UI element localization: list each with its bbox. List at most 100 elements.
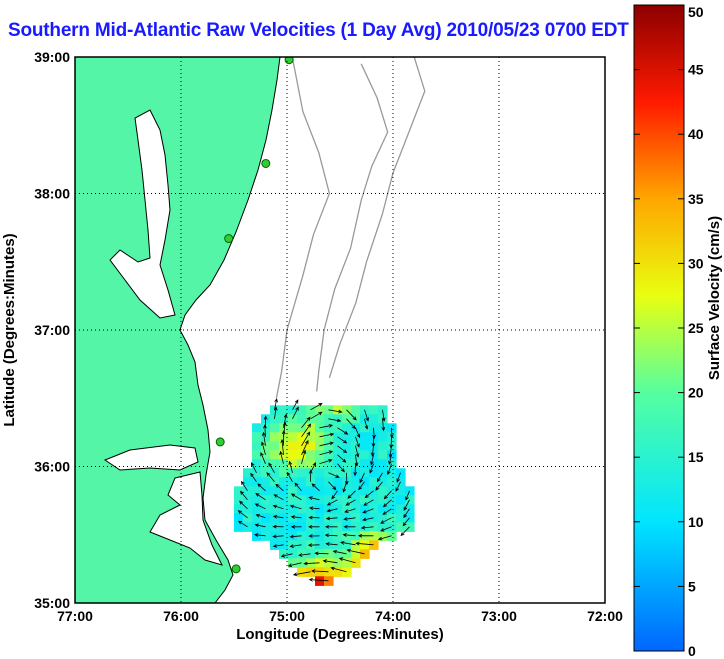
velocity-cell xyxy=(342,441,352,451)
velocity-cell xyxy=(315,513,325,523)
velocity-cell xyxy=(306,567,316,577)
velocity-cell xyxy=(342,549,352,559)
velocity-arrow xyxy=(403,508,410,519)
velocity-arrow xyxy=(239,500,248,510)
velocity-cell xyxy=(378,504,388,514)
velocity-arrow xyxy=(268,462,275,474)
velocity-arrow xyxy=(337,436,348,444)
velocity-cell xyxy=(324,459,334,469)
velocity-cell xyxy=(342,531,352,541)
velocity-cell xyxy=(351,477,361,487)
velocity-arrow xyxy=(337,427,349,435)
station-marker xyxy=(231,564,241,574)
velocity-cell xyxy=(333,513,343,523)
velocity-cell xyxy=(261,522,271,532)
velocity-cell xyxy=(306,495,316,505)
velocity-arrow xyxy=(253,533,266,537)
colorbar-tick-label: 15 xyxy=(688,449,704,465)
velocity-cell xyxy=(288,423,298,433)
velocity-cell xyxy=(333,522,343,532)
colorbar-ticks: 0 5 10 15 20 25 30 35 40 45 50 xyxy=(634,4,704,659)
velocity-cell xyxy=(360,540,370,550)
velocity-arrow xyxy=(362,508,374,514)
velocity-cell xyxy=(315,504,325,514)
velocity-cell xyxy=(324,567,334,577)
velocity-cell xyxy=(387,504,397,514)
velocity-cell xyxy=(333,405,343,415)
velocity-arrow xyxy=(301,416,311,429)
velocity-arrow xyxy=(275,483,284,492)
velocity-field xyxy=(234,398,415,586)
velocity-cell xyxy=(342,450,352,460)
velocity-cell xyxy=(279,522,289,532)
velocity-cell xyxy=(252,522,262,532)
velocity-arrow xyxy=(369,463,374,474)
velocity-arrow xyxy=(308,496,320,501)
velocity-cell xyxy=(333,540,343,550)
velocity-cell xyxy=(297,432,307,442)
velocity-cell xyxy=(369,522,379,532)
velocity-cell xyxy=(387,468,397,478)
velocity-cell xyxy=(342,486,352,496)
velocity-cell xyxy=(297,504,307,514)
velocity-cell xyxy=(261,531,271,541)
velocity-cell xyxy=(396,513,406,523)
colorbar-label: Surface Velocity (cm/s) xyxy=(706,216,723,380)
velocity-arrow xyxy=(355,445,360,458)
velocity-arrow xyxy=(301,449,307,464)
velocity-arrow xyxy=(359,472,365,484)
station-marker xyxy=(215,437,225,447)
velocity-cell xyxy=(351,495,361,505)
velocity-cell xyxy=(279,531,289,541)
velocity-cell xyxy=(288,558,298,568)
velocity-cell xyxy=(405,495,415,505)
velocity-arrow xyxy=(330,566,347,573)
x-tick-label: 77:00 xyxy=(57,608,93,624)
velocity-cell xyxy=(288,441,298,451)
velocity-arrow xyxy=(301,431,311,447)
velocity-cell xyxy=(243,495,253,505)
velocity-cell xyxy=(378,468,388,478)
velocity-arrow xyxy=(370,445,375,457)
station-marker xyxy=(224,234,234,244)
velocity-cell xyxy=(324,450,334,460)
velocity-arrow xyxy=(328,481,337,491)
velocity-arrow xyxy=(250,461,257,473)
velocity-cell xyxy=(324,531,334,541)
velocity-cell xyxy=(243,513,253,523)
velocity-cell xyxy=(279,450,289,460)
velocity-arrow xyxy=(310,403,323,411)
velocity-cell xyxy=(252,441,262,451)
velocity-cell xyxy=(324,441,334,451)
velocity-cell xyxy=(351,558,361,568)
velocity-arrow xyxy=(362,517,374,522)
velocity-arrow xyxy=(289,504,302,510)
velocity-arrow xyxy=(319,441,334,447)
velocity-cell xyxy=(261,486,271,496)
velocity-arrow xyxy=(324,533,338,538)
velocity-cell xyxy=(315,540,325,550)
velocity-cell xyxy=(270,504,280,514)
colorbar-tick-label: 0 xyxy=(688,643,696,659)
velocity-cell xyxy=(369,405,379,415)
velocity-arrow xyxy=(355,427,361,439)
velocity-arrow xyxy=(332,550,347,555)
velocity-cell xyxy=(306,477,316,487)
velocity-arrow xyxy=(294,482,302,492)
velocity-cell xyxy=(297,540,307,550)
velocity-arrow xyxy=(308,534,320,538)
velocity-cell xyxy=(315,558,325,568)
velocity-cell xyxy=(405,522,415,532)
velocity-cell xyxy=(405,504,415,514)
velocity-cell xyxy=(333,549,343,559)
velocity-arrow xyxy=(301,423,312,438)
velocity-arrow xyxy=(290,493,302,501)
velocity-arrow xyxy=(279,450,284,464)
velocity-cell xyxy=(279,540,289,550)
velocity-cell xyxy=(333,531,343,541)
velocity-cell xyxy=(279,486,289,496)
velocity-arrow xyxy=(308,515,320,520)
velocity-arrow xyxy=(272,514,284,519)
velocity-cell xyxy=(297,423,307,433)
